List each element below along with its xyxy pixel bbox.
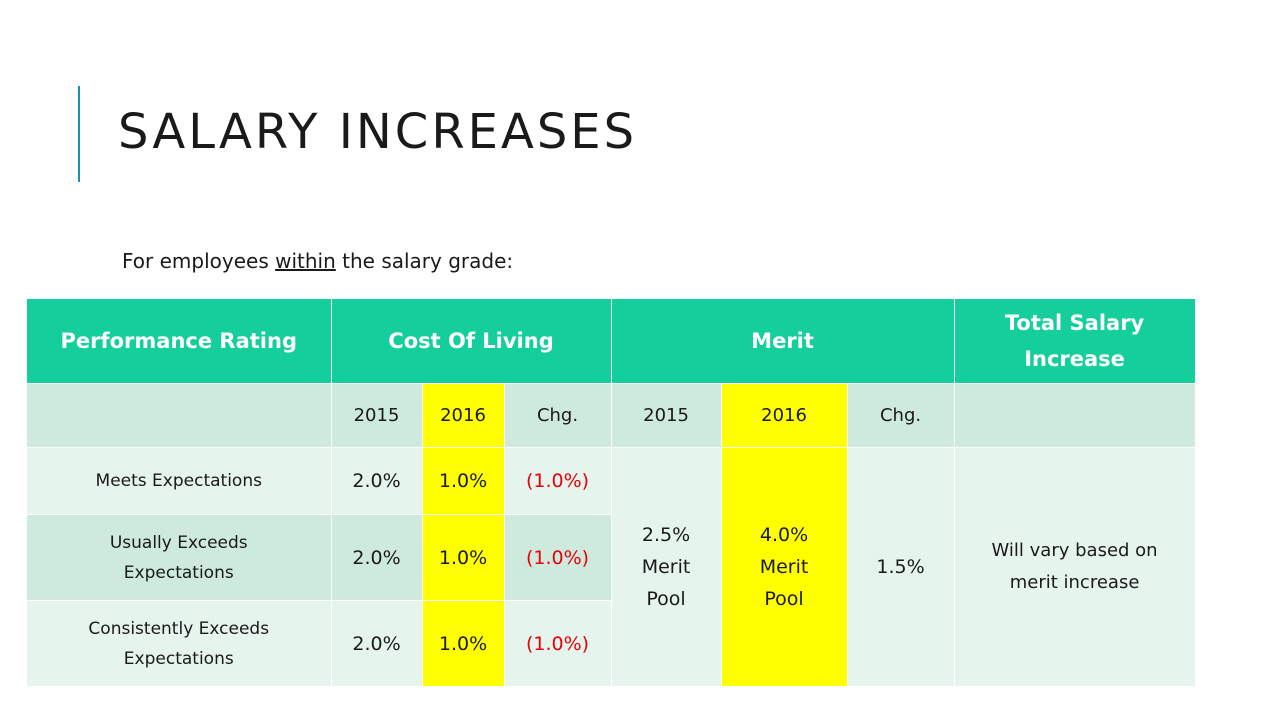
rating-label: Usually Exceeds Expectations	[27, 514, 332, 601]
subheader-col-2016: 2016	[422, 383, 505, 448]
cost-of-living-2015: 2.0%	[331, 600, 423, 687]
page-title: SALARY INCREASES	[118, 104, 638, 160]
subtitle-after: the salary grade:	[335, 249, 514, 273]
header-cost-of-living: Cost Of Living	[331, 299, 612, 384]
table-row: Consistently Exceeds Expectations 2.0% 1…	[27, 600, 1195, 687]
cost-of-living-chg: (1.0%)	[504, 447, 612, 515]
cost-of-living-2016: 1.0%	[422, 447, 505, 515]
subtitle: For employees within the salary grade:	[122, 249, 513, 273]
rating-label: Consistently Exceeds Expectations	[27, 600, 332, 687]
subheader-merit-2016: 2016	[721, 383, 848, 448]
subheader-blank-left	[27, 383, 332, 448]
merit-chg: 1.5%	[847, 447, 955, 687]
cost-of-living-chg: (1.0%)	[504, 514, 612, 601]
subtitle-before: For employees	[122, 249, 276, 273]
table-row: Usually Exceeds Expectations 2.0% 1.0% (…	[27, 514, 1195, 601]
cost-of-living-2016: 1.0%	[422, 600, 505, 687]
table-row: Meets Expectations 2.0% 1.0% (1.0%) 2.5%…	[27, 447, 1196, 687]
cost-of-living-2015: 2.0%	[331, 447, 423, 515]
salary-table: Performance Rating Cost Of Living Merit …	[27, 299, 1196, 687]
header-total-salary-increase: Total Salary Increase	[954, 299, 1196, 384]
total-salary-increase-note: Will vary based on merit increase	[954, 447, 1196, 687]
table-subheader-row: 2015 2016 Chg. 2015 2016 Chg.	[27, 383, 1196, 448]
header-performance-rating: Performance Rating	[27, 299, 332, 384]
table-header-row: Performance Rating Cost Of Living Merit …	[27, 299, 1196, 384]
header-merit: Merit	[611, 299, 955, 384]
merit-2015-pool: 2.5% Merit Pool	[611, 447, 722, 687]
merit-2016-pool: 4.0% Merit Pool	[721, 447, 848, 687]
subtitle-emphasis: within	[275, 249, 336, 273]
subheader-col-chg: Chg.	[504, 383, 612, 448]
subheader-blank-right	[954, 383, 1196, 448]
rating-label: Meets Expectations	[27, 447, 332, 515]
subheader-merit-2015: 2015	[611, 383, 722, 448]
subheader-merit-chg: Chg.	[847, 383, 955, 448]
cost-of-living-chg: (1.0%)	[504, 600, 612, 687]
cost-of-living-2015: 2.0%	[331, 514, 423, 601]
cost-of-living-2016: 1.0%	[422, 514, 505, 601]
subheader-col-2015: 2015	[331, 383, 423, 448]
title-accent-bar	[78, 86, 80, 182]
